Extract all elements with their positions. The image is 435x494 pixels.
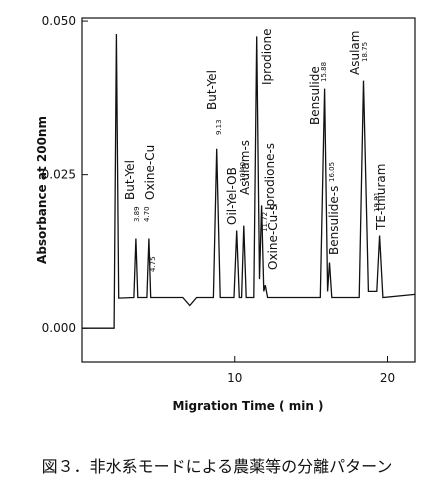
retention-time: 4.75 bbox=[149, 256, 157, 272]
peak-label: Asulam-s bbox=[238, 140, 252, 195]
y-axis-label: Absorbance at 200nm bbox=[35, 116, 49, 264]
peak-label: Asulam bbox=[348, 31, 362, 75]
peak-label: TE-thiuram bbox=[374, 164, 388, 231]
retention-time: 11.72 bbox=[261, 212, 269, 232]
peak-label: Iprodione-s bbox=[263, 143, 277, 210]
retention-time: 19.81 bbox=[373, 192, 381, 212]
x-tick-label: 20 bbox=[380, 371, 395, 385]
x-tick-label: 10 bbox=[227, 371, 242, 385]
x-axis-label: Migration Time ( min ) bbox=[172, 399, 323, 413]
y-tick-label: 0.000 bbox=[42, 321, 76, 335]
peak-label: Bensulide-s bbox=[327, 186, 341, 255]
retention-time: 3.89 bbox=[133, 206, 141, 222]
retention-time: 18.75 bbox=[361, 42, 369, 62]
peak-label: Iprodione bbox=[260, 29, 274, 85]
peak-label: Oxine-Cu bbox=[143, 145, 157, 200]
peak-label: Bensulide bbox=[308, 66, 322, 125]
caption: 図３．非水系モードによる農薬等の分離パターン bbox=[42, 457, 393, 476]
y-tick-label: 0.050 bbox=[42, 14, 76, 28]
retention-time: 15.88 bbox=[320, 62, 328, 82]
peak-label: But-Yel bbox=[205, 70, 219, 110]
trace bbox=[82, 33, 416, 329]
peak-label: Oxine-Cu-s bbox=[266, 204, 280, 270]
plot-frame bbox=[81, 17, 416, 363]
retention-time: 16.05 bbox=[328, 162, 336, 182]
retention-time: 4.70 bbox=[143, 206, 151, 222]
retention-time: 9.13 bbox=[215, 119, 223, 135]
peak-label: But-Yel bbox=[123, 160, 137, 200]
y-tick-label: 0.025 bbox=[42, 168, 76, 182]
retention-time: 10.40 bbox=[239, 162, 247, 182]
peak-label: Oil-Yel-OB bbox=[225, 167, 239, 225]
